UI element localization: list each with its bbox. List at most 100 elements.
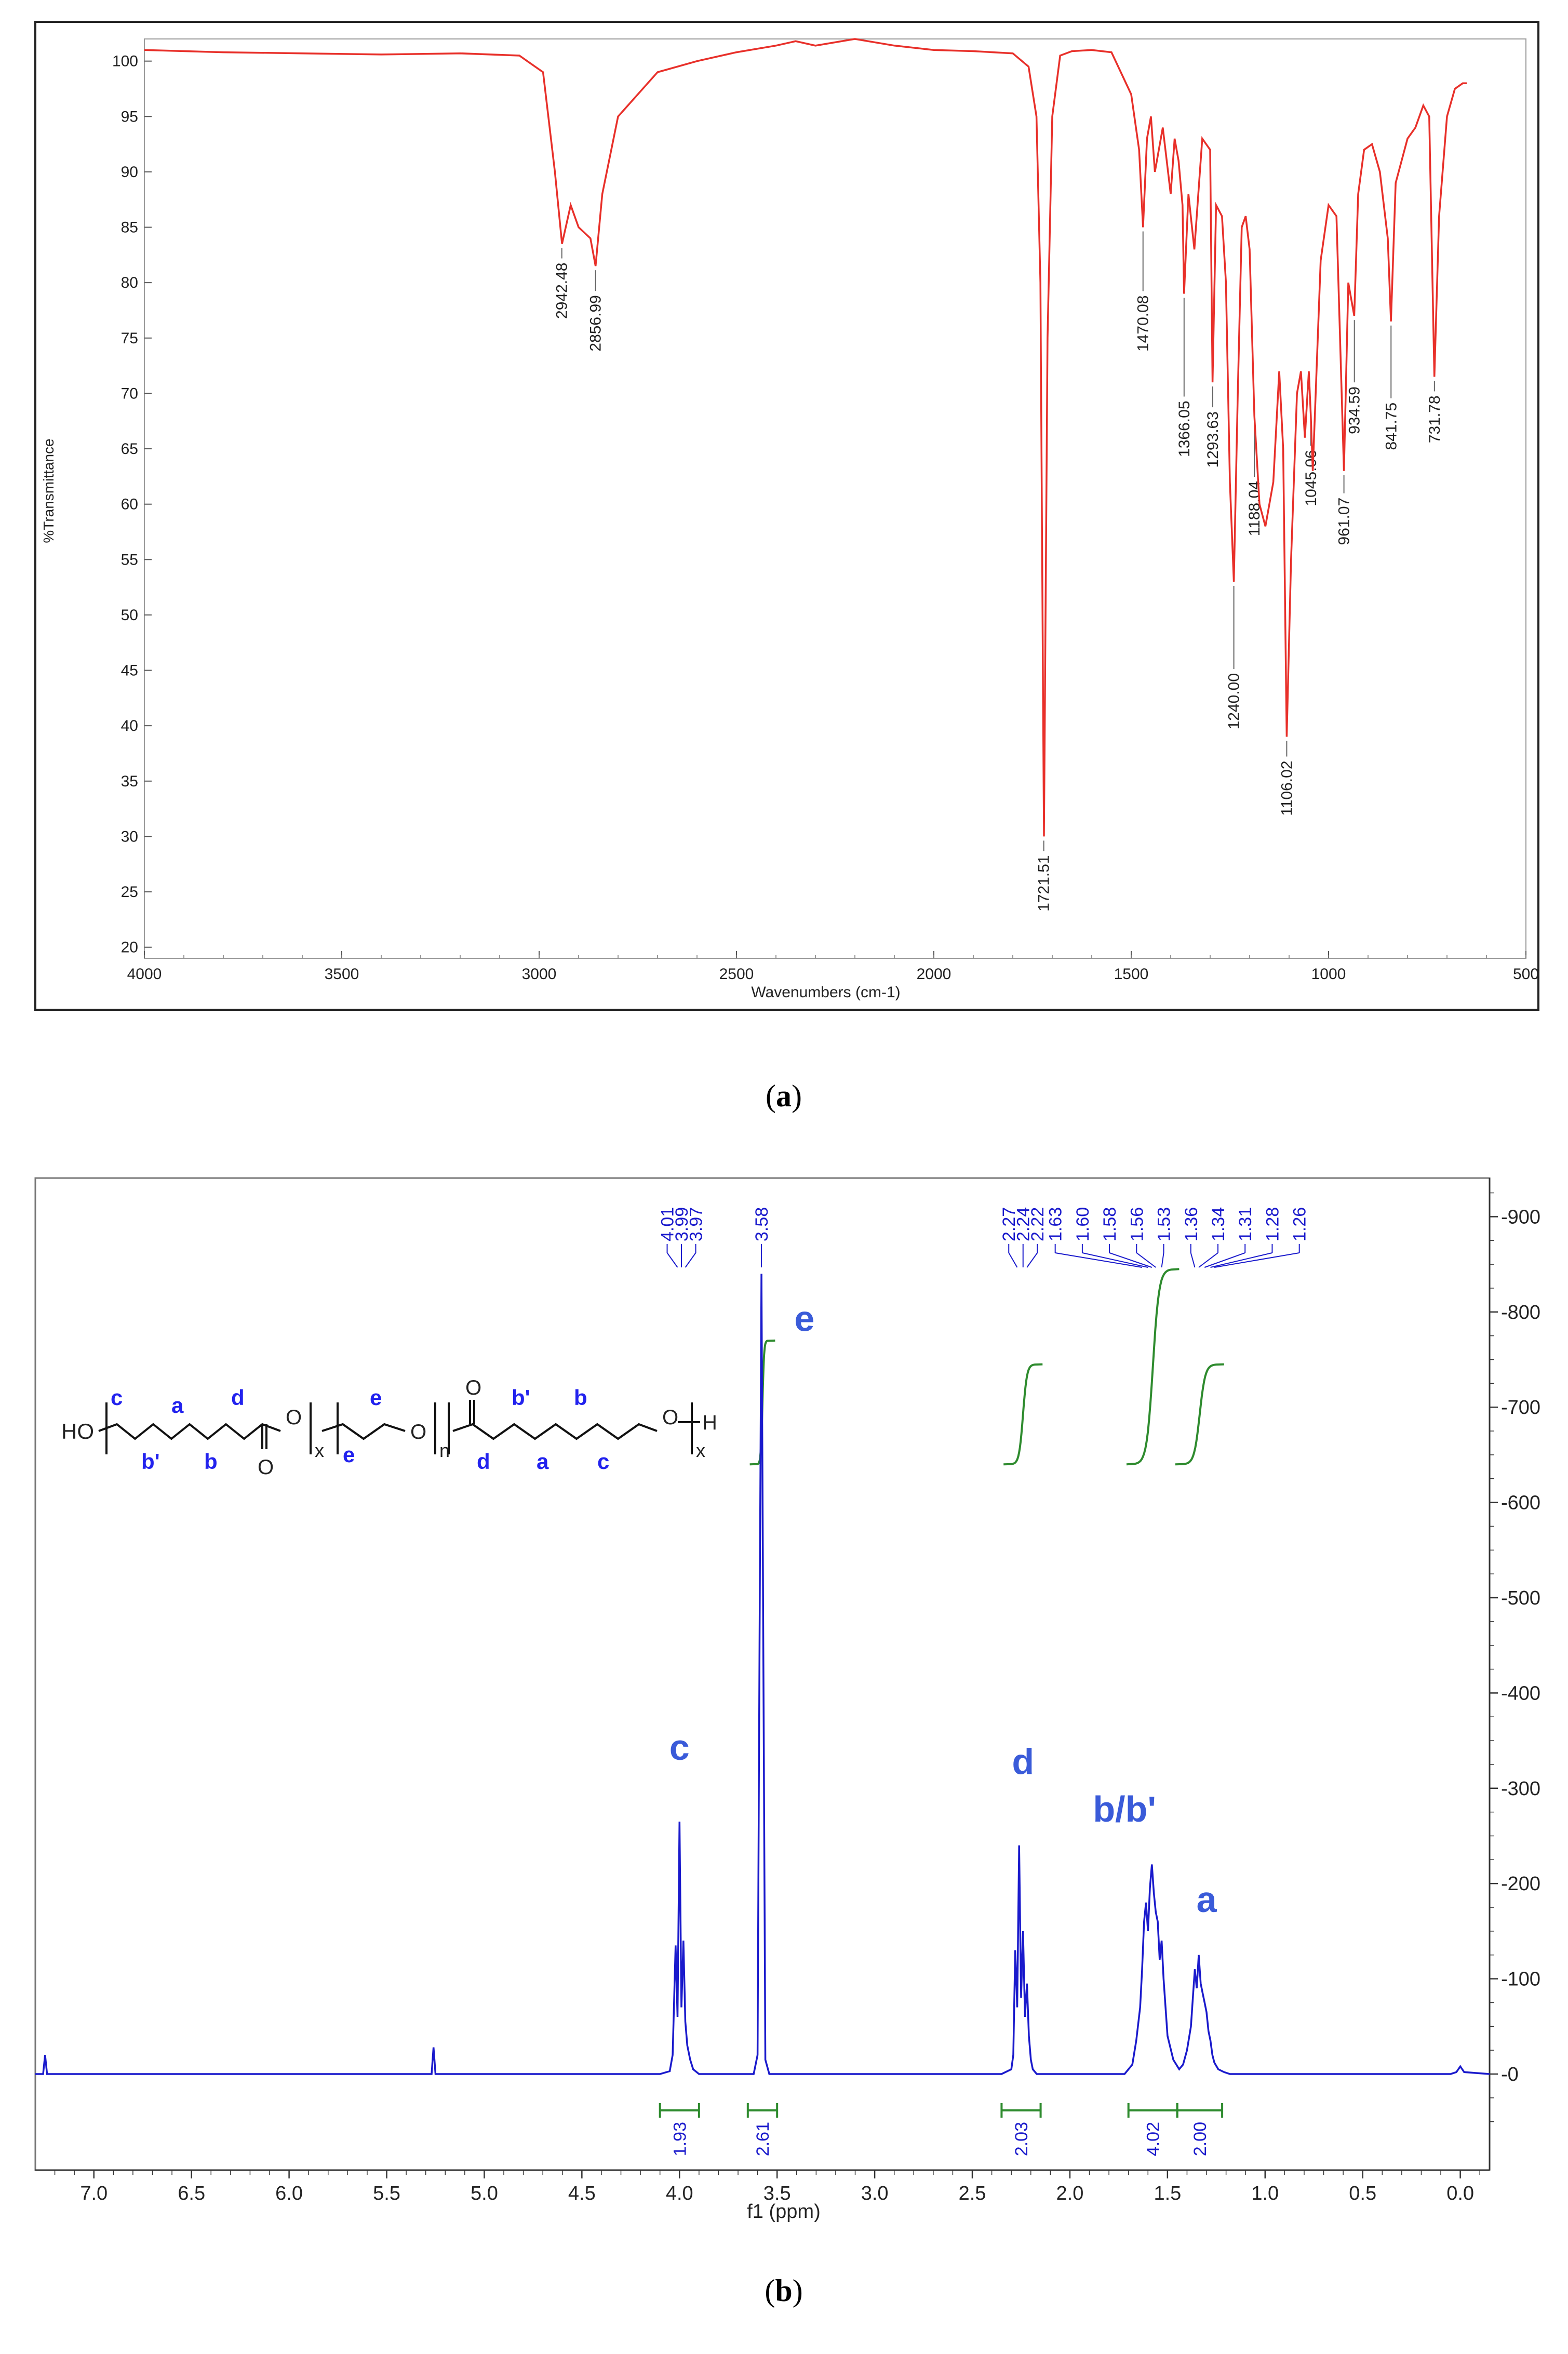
structure-subscript-x2: x bbox=[696, 1440, 705, 1461]
nmr-x-tick-label: 5.5 bbox=[373, 2183, 400, 2204]
structure-o-1: O bbox=[258, 1456, 274, 1479]
nmr-ppm-leader bbox=[685, 1252, 696, 1268]
ir-y-tick-label: 65 bbox=[121, 440, 138, 458]
nmr-plot-frame bbox=[34, 1177, 1491, 2171]
nmr-ppm-labels: 4.013.993.97 3.58 2.272.242.221.63 1.60 1.58… bbox=[658, 1207, 1310, 1268]
structure-proton-letters: c a d e b' b b' b e d a c bbox=[111, 1385, 609, 1474]
structure-o-4: O bbox=[465, 1376, 481, 1399]
ir-panel: 4000 3500 3000 2500 2000 1500 1000 500 20 25 30 35 4… bbox=[34, 21, 1539, 1011]
nmr-y-tick-label: -0 bbox=[1501, 2064, 1519, 2085]
ir-tick-layer: 4000 3500 3000 2500 2000 1500 1000 500 20 25 30 35 4… bbox=[112, 53, 1539, 983]
nmr-ppm-label: 2.24 bbox=[1014, 1207, 1034, 1241]
nmr-ppm-label: 1.60 bbox=[1073, 1207, 1093, 1241]
nmr-ppm-label: 2.22 bbox=[1028, 1207, 1048, 1241]
nmr-integral-layer: 1.93 2.61 2.03 4.02 2.00 bbox=[659, 1268, 1224, 2156]
chemical-structure: HO O O x O n O O x H bbox=[61, 1376, 717, 1479]
ir-peak-label: 841.75 bbox=[1383, 403, 1400, 450]
nmr-ppm-leader bbox=[1136, 1252, 1156, 1268]
nmr-panel: 7.0 6.5 6.0 5.5 5.0 4.5 4.0 3.5 3.0 2.5 2.0 1.5 1.0 0… bbox=[34, 1177, 1540, 2223]
nmr-y-tick-label: -300 bbox=[1501, 1778, 1540, 1800]
nmr-x-tick-label: 4.5 bbox=[568, 2183, 596, 2204]
nmr-y-tick-label: -200 bbox=[1501, 1873, 1540, 1895]
nmr-integral-curve bbox=[1175, 1363, 1224, 1466]
nmr-ppm-label: 1.28 bbox=[1263, 1207, 1282, 1241]
ir-peak-labels: 2942.48 2856.99 1721.51 1470.08 1366.05 1293.… bbox=[554, 231, 1443, 912]
ir-y-tick-label: 25 bbox=[121, 884, 138, 901]
structure-letter-c1: c bbox=[111, 1385, 123, 1410]
nmr-x-tick-label: 7.0 bbox=[80, 2183, 108, 2204]
nmr-peak-letter: e bbox=[794, 1298, 814, 1339]
nmr-x-tick-label: 1.5 bbox=[1154, 2183, 1181, 2204]
structure-letter-a1: a bbox=[171, 1393, 184, 1417]
ir-peak-label: 2942.48 bbox=[554, 263, 571, 319]
ir-peak-label: 1293.63 bbox=[1204, 411, 1222, 467]
nmr-integral-value: 2.03 bbox=[1012, 2122, 1031, 2156]
structure-letter-b2: b bbox=[204, 1449, 218, 1474]
structure-letter-d1: d bbox=[231, 1385, 245, 1410]
structure-letter-bp2: b' bbox=[141, 1449, 160, 1474]
ir-y-tick-label: 35 bbox=[121, 773, 138, 790]
nmr-ppm-label: 3.99 bbox=[672, 1207, 692, 1241]
nmr-ppm-label: 1.58 bbox=[1100, 1207, 1120, 1241]
ir-y-tick-label: 50 bbox=[121, 607, 138, 624]
nmr-ppm-label: 4.01 bbox=[658, 1207, 678, 1241]
nmr-peak-letter: a bbox=[1197, 1879, 1217, 1920]
nmr-x-tick-label: 4.0 bbox=[666, 2183, 693, 2204]
nmr-spectrum-line bbox=[35, 1274, 1490, 2075]
ir-plot-frame bbox=[144, 38, 1526, 959]
ir-y-tick-label: 85 bbox=[121, 219, 138, 236]
nmr-ppm-leader bbox=[1026, 1252, 1038, 1268]
ir-peak-label: 1106.02 bbox=[1278, 760, 1295, 815]
ir-peak-label: 1721.51 bbox=[1036, 855, 1053, 911]
structure-letter-bp1: b' bbox=[512, 1385, 530, 1410]
nmr-ppm-label: 1.36 bbox=[1182, 1207, 1201, 1241]
ir-x-tick-label: 1500 bbox=[1114, 966, 1149, 983]
nmr-x-axis-label: f1 (ppm) bbox=[747, 2201, 820, 2223]
nmr-ppm-leader bbox=[1214, 1252, 1299, 1268]
ir-x-tick-label: 1000 bbox=[1311, 966, 1346, 983]
ir-y-tick-label: 40 bbox=[121, 717, 138, 734]
structure-o-5: O bbox=[662, 1406, 678, 1429]
nmr-y-tick-label: -500 bbox=[1501, 1587, 1540, 1609]
ir-peak-label: 1240.00 bbox=[1226, 673, 1243, 729]
nmr-y-tick-label: -400 bbox=[1501, 1682, 1540, 1704]
ir-x-tick-label: 3000 bbox=[522, 966, 557, 983]
nmr-ppm-label: 1.56 bbox=[1127, 1207, 1147, 1241]
ir-peak-label: 1366.05 bbox=[1176, 400, 1193, 457]
nmr-integral-value: 4.02 bbox=[1144, 2122, 1163, 2156]
nmr-ppm-label: 2.27 bbox=[999, 1207, 1019, 1241]
nmr-peak-letter: d bbox=[1012, 1741, 1034, 1782]
nmr-x-tick-label: 6.5 bbox=[178, 2183, 205, 2204]
nmr-ppm-label: 1.63 bbox=[1046, 1207, 1066, 1241]
nmr-integral-curve bbox=[1126, 1268, 1180, 1466]
nmr-ppm-label: 1.26 bbox=[1290, 1207, 1310, 1241]
nmr-peak-letter: c bbox=[669, 1727, 690, 1768]
nmr-x-tick-label: 2.5 bbox=[959, 2183, 986, 2204]
structure-o-3: O bbox=[410, 1421, 426, 1443]
nmr-integral-curve bbox=[1003, 1363, 1043, 1466]
structure-h-label: H bbox=[702, 1411, 717, 1434]
nmr-ppm-leader bbox=[666, 1252, 678, 1268]
ir-y-tick-label: 45 bbox=[121, 662, 138, 679]
structure-letter-a2: a bbox=[537, 1449, 549, 1474]
nmr-x-tick-label: 0.5 bbox=[1349, 2183, 1376, 2204]
nmr-x-tick-label: 6.0 bbox=[275, 2183, 303, 2204]
nmr-integral-value: 1.93 bbox=[670, 2122, 690, 2156]
ir-peak-label: 731.78 bbox=[1426, 395, 1443, 443]
ir-peak-label: 1045.06 bbox=[1303, 450, 1320, 506]
nmr-ppm-leader bbox=[1055, 1252, 1143, 1268]
nmr-ppm-label: 1.53 bbox=[1155, 1207, 1174, 1241]
nmr-peak-letter: b/b' bbox=[1093, 1789, 1156, 1829]
nmr-x-tick-label: 3.5 bbox=[763, 2183, 791, 2204]
ir-y-tick-label: 55 bbox=[121, 551, 138, 568]
ir-x-axis-label: Wavenumbers (cm-1) bbox=[751, 984, 900, 1001]
structure-letter-e1: e bbox=[370, 1385, 382, 1410]
nmr-y-tick-label: -600 bbox=[1501, 1492, 1540, 1514]
ir-y-tick-label: 20 bbox=[121, 939, 138, 956]
structure-ho-label: HO bbox=[61, 1419, 94, 1443]
nmr-y-tick-label: -700 bbox=[1501, 1397, 1540, 1419]
ir-y-tick-label: 30 bbox=[121, 828, 138, 845]
nmr-peak-assignments: c e d b/b' a bbox=[669, 1298, 1217, 1920]
nmr-y-tick-label: -100 bbox=[1501, 1969, 1540, 1990]
